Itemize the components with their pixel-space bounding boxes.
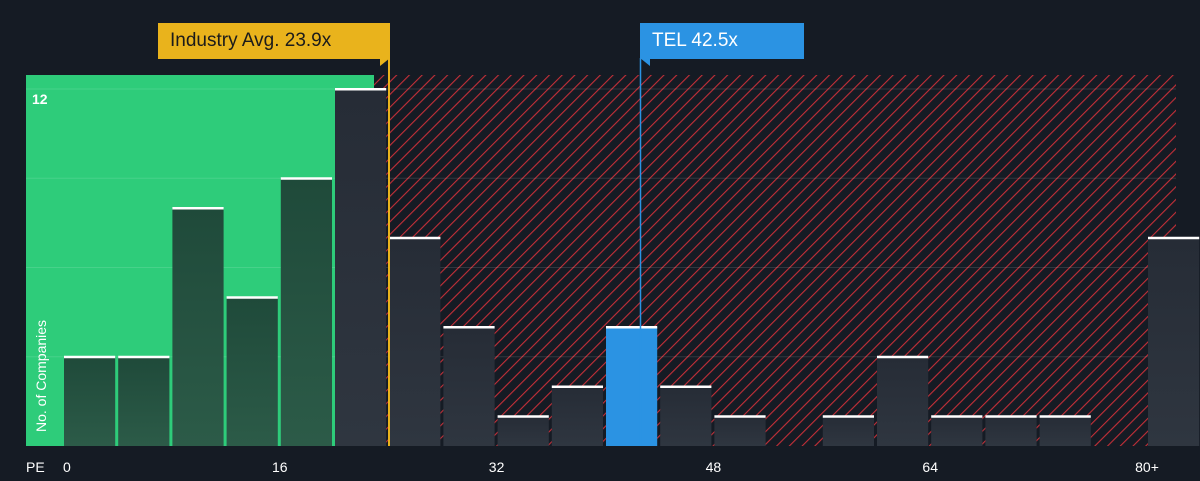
histogram-bar xyxy=(335,89,387,446)
bar-top-line xyxy=(660,385,712,388)
x-tick-label: 32 xyxy=(489,459,505,475)
y-axis-label: No. of Companies xyxy=(33,320,49,432)
histogram-bar xyxy=(118,356,170,446)
bar-top-line xyxy=(1148,236,1200,240)
x-tick-label: 16 xyxy=(272,459,288,475)
bar-top-line xyxy=(1039,415,1091,418)
bar-top-line xyxy=(497,415,549,418)
histogram-bar xyxy=(931,416,983,446)
histogram-bar xyxy=(822,416,874,446)
x-tick-label: 48 xyxy=(706,459,722,475)
histogram-bar xyxy=(985,416,1037,446)
bar-top-line xyxy=(985,415,1037,418)
bar-top-line xyxy=(931,415,983,418)
histogram-bar xyxy=(1039,416,1091,446)
bar-top-line xyxy=(335,88,387,91)
histogram-bar xyxy=(497,416,549,446)
bar-top-line xyxy=(606,326,658,329)
histogram-bar xyxy=(877,356,929,446)
bar-top-line xyxy=(443,326,495,329)
x-axis-ticks: 0 16 32 48 64 80+ xyxy=(63,459,1159,475)
bar-top-line xyxy=(280,177,332,180)
bar-top-line xyxy=(877,355,929,359)
x-tick-label: 0 xyxy=(63,459,71,475)
bar-top-line xyxy=(64,355,116,359)
bar-top-line xyxy=(714,415,766,418)
histogram-bar xyxy=(1148,237,1200,446)
y-tick-label: 12 xyxy=(32,91,48,107)
histogram-bar xyxy=(714,416,766,446)
bar-top-line xyxy=(226,296,278,299)
x-tick-label: 64 xyxy=(922,459,938,475)
histogram-bar xyxy=(280,178,332,446)
subject-bar xyxy=(606,327,658,446)
histogram-bar xyxy=(226,297,278,446)
histogram-bar xyxy=(443,327,495,446)
bar-top-line xyxy=(822,415,874,418)
x-tick-label: 80+ xyxy=(1135,459,1159,475)
bar-top-line xyxy=(551,385,603,388)
bar-top-line xyxy=(172,207,224,210)
bars xyxy=(64,88,1200,446)
overvalued-zone xyxy=(374,75,1176,446)
industry-avg-pointer xyxy=(380,58,390,66)
industry-avg-callout: Industry Avg. 23.9x xyxy=(158,23,390,59)
bar-top-line xyxy=(389,236,441,240)
histogram-bar xyxy=(64,356,116,446)
histogram-bar xyxy=(551,386,603,446)
subject-callout: TEL 42.5x xyxy=(640,23,804,59)
subject-pointer xyxy=(640,58,650,66)
x-axis-label: PE xyxy=(26,459,45,475)
histogram-bar xyxy=(389,237,441,446)
histogram-bar xyxy=(172,208,224,446)
bar-top-line xyxy=(118,355,170,359)
histogram-bar xyxy=(660,386,712,446)
